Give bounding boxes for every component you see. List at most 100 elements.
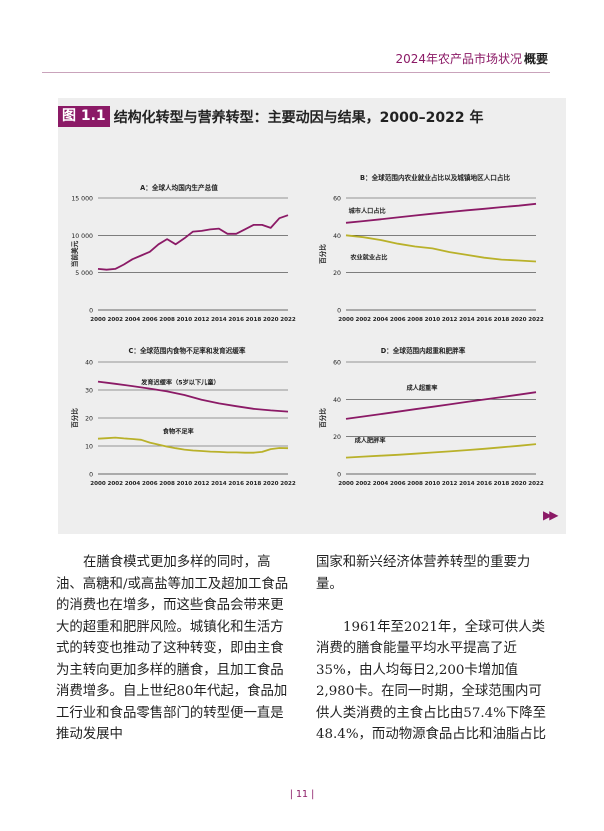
chart-title: D：全球范围内超重和肥胖率 xyxy=(381,346,466,355)
series-line xyxy=(97,380,289,413)
y-tick-label: 10 xyxy=(85,444,93,451)
x-tick-label: 2004 xyxy=(373,317,389,323)
series-annotation: 发育迟缓率（5岁以下儿童） xyxy=(140,378,220,386)
x-tick-label: 2000 xyxy=(338,481,354,487)
series-annotation: 城市人口占比 xyxy=(349,207,386,215)
chart-title: C：全球范围内食物不足率和发育迟缓率 xyxy=(129,346,246,355)
x-tick-label: 2020 xyxy=(263,481,279,487)
x-tick-label: 2002 xyxy=(107,317,123,323)
y-tick-label: 15 000 xyxy=(71,196,93,203)
x-tick-label: 2022 xyxy=(280,481,296,487)
y-tick-label: 60 xyxy=(333,360,341,367)
x-tick-label: 2018 xyxy=(246,317,262,323)
series-annotation: 成人肥胖率 xyxy=(355,436,387,444)
running-header: 2024年农产品市场状况 概要 xyxy=(395,50,548,67)
x-tick-label: 2008 xyxy=(159,317,175,323)
x-tick-label: 2010 xyxy=(425,481,441,487)
x-tick-label: 2010 xyxy=(177,481,193,487)
series-annotation: 食物不足率 xyxy=(162,427,195,435)
x-tick-label: 2014 xyxy=(459,317,475,323)
running-header-section: 概要 xyxy=(523,52,548,66)
series-annotation: 成人超重率 xyxy=(406,384,438,392)
x-tick-label: 2000 xyxy=(338,317,354,323)
y-tick-label: 30 xyxy=(85,388,93,395)
figure-title-text: 结构化转型与营养转型：主要动因与结果，2000–2022 年 xyxy=(113,109,484,126)
x-tick-label: 2002 xyxy=(355,317,371,323)
body-paragraph-continued: 国家和新兴经济体营养转型的重要力量。 xyxy=(316,555,531,592)
y-tick-label: 40 xyxy=(333,233,341,240)
x-tick-label: 2014 xyxy=(459,481,475,487)
x-tick-label: 2020 xyxy=(511,317,527,323)
series-line xyxy=(345,443,537,459)
x-tick-label: 2012 xyxy=(442,317,458,323)
y-tick-label: 20 xyxy=(333,434,341,441)
x-tick-label: 2016 xyxy=(476,317,492,323)
x-tick-label: 2006 xyxy=(142,481,158,487)
x-tick-label: 2008 xyxy=(407,317,423,323)
body-text-left-column: 在膳食模式更加多样的同时，高油、高糖和/或高盐等加工及超加工食品的消费也在增多，… xyxy=(56,555,289,742)
figure-number-badge: 图 1.1 xyxy=(58,106,110,127)
x-tick-label: 2020 xyxy=(511,481,527,487)
x-tick-label: 2018 xyxy=(494,481,510,487)
y-tick-label: 20 xyxy=(333,270,341,277)
x-tick-label: 2002 xyxy=(355,481,371,487)
x-tick-label: 2002 xyxy=(107,481,123,487)
x-tick-label: 2022 xyxy=(528,317,544,323)
x-tick-label: 2022 xyxy=(280,317,296,323)
x-tick-label: 2012 xyxy=(194,481,210,487)
y-tick-label: 0 xyxy=(337,308,341,315)
x-tick-label: 2014 xyxy=(211,317,227,323)
y-tick-label: 0 xyxy=(89,472,93,479)
x-tick-label: 2000 xyxy=(90,317,106,323)
series-line xyxy=(97,436,289,454)
y-tick-label: 0 xyxy=(89,308,93,315)
y-tick-label: 5 000 xyxy=(75,270,93,277)
body-text-right-column: 国家和新兴经济体营养转型的重要力量。 1961年至2021年，全球可供人类消费的… xyxy=(316,552,550,746)
x-tick-label: 2004 xyxy=(125,481,141,487)
y-tick-label: 60 xyxy=(333,196,341,203)
header-rule xyxy=(42,72,550,73)
running-header-title: 2024年农产品市场状况 xyxy=(395,52,522,66)
x-tick-label: 2016 xyxy=(228,317,244,323)
y-tick-label: 40 xyxy=(85,360,93,367)
x-tick-label: 2008 xyxy=(159,481,175,487)
x-tick-label: 2018 xyxy=(494,317,510,323)
x-tick-label: 2012 xyxy=(442,481,458,487)
x-tick-label: 2008 xyxy=(407,481,423,487)
figure-title: 图 1.1 结构化转型与营养转型：主要动因与结果，2000–2022 年 xyxy=(58,106,484,127)
x-tick-label: 2006 xyxy=(142,317,158,323)
x-tick-label: 2006 xyxy=(390,481,406,487)
x-tick-label: 2014 xyxy=(211,481,227,487)
x-tick-label: 2012 xyxy=(194,317,210,323)
y-axis-label: 百分比 xyxy=(70,408,79,428)
y-tick-label: 40 xyxy=(333,397,341,404)
chart-title: A：全球人均国内生产总值 xyxy=(140,183,218,192)
y-axis-label: 当前美元 xyxy=(70,240,79,267)
y-tick-label: 0 xyxy=(337,472,341,479)
series-line xyxy=(345,234,537,263)
body-paragraph: 1961年至2021年，全球可供人类消费的膳食能量平均水平提高了近35%，由人均… xyxy=(316,619,547,743)
y-tick-label: 10 000 xyxy=(71,233,93,240)
x-tick-label: 2016 xyxy=(476,481,492,487)
x-tick-label: 2016 xyxy=(228,481,244,487)
series-line xyxy=(345,391,537,420)
y-axis-label: 百分比 xyxy=(318,244,327,264)
x-tick-label: 2000 xyxy=(90,481,106,487)
page-number: | 11 | xyxy=(289,789,315,800)
x-tick-label: 2010 xyxy=(177,317,193,323)
series-line xyxy=(345,202,537,224)
y-axis-label: 百分比 xyxy=(318,408,327,428)
x-tick-label: 2022 xyxy=(528,481,544,487)
series-annotation: 农业就业占比 xyxy=(349,254,387,262)
x-tick-label: 2006 xyxy=(390,317,406,323)
x-tick-label: 2004 xyxy=(373,481,389,487)
x-tick-label: 2020 xyxy=(263,317,279,323)
double-chevron-right-icon[interactable]: ▶▶ xyxy=(543,508,559,522)
x-tick-label: 2018 xyxy=(246,481,262,487)
figure-panel xyxy=(58,98,566,534)
x-tick-label: 2004 xyxy=(125,317,141,323)
